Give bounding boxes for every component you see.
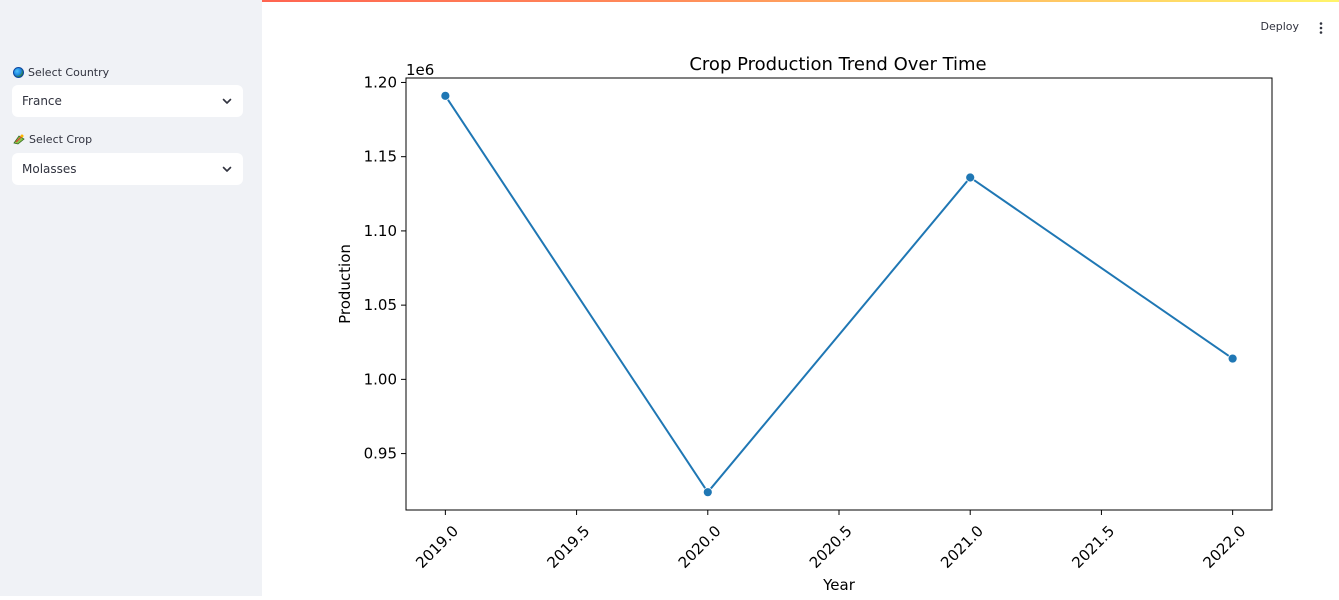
x-axis-label: Year (822, 576, 856, 594)
x-tick-label: 2022.0 (1200, 522, 1250, 572)
y-tick-label: 0.95 (364, 445, 397, 463)
top-decoration-stripe (0, 0, 1339, 2)
sidebar: Select Country France Select Crop Molass… (0, 0, 262, 596)
y-tick-label: 1.05 (364, 296, 397, 314)
x-axis: 2019.0 2019.5 2020.0 2020.5 2021.0 2021.5 2022… (412, 510, 1249, 572)
country-select-value: France (22, 94, 62, 108)
more-options-icon[interactable] (1317, 21, 1325, 35)
production-line-chart: Crop Production Trend Over Time 1e6 0.95… (336, 54, 1273, 594)
country-select[interactable]: France (12, 85, 243, 117)
y-tick-label: 1.00 (364, 370, 397, 388)
country-label-text: Select Country (28, 66, 110, 79)
chart-container: Crop Production Trend Over Time 1e6 0.95… (330, 48, 1290, 596)
y-tick-label: 1.10 (364, 222, 397, 240)
y-tick-label: 1.20 (364, 73, 397, 91)
crop-select-value: Molasses (22, 162, 77, 176)
x-tick-label: 2020.0 (675, 522, 725, 572)
chevron-down-icon (222, 98, 232, 104)
y-offset-label: 1e6 (406, 61, 434, 79)
data-point (1227, 353, 1238, 364)
globe-icon (13, 67, 24, 78)
crop-select[interactable]: Molasses (12, 153, 243, 185)
y-axis: 0.95 1.00 1.05 1.10 1.15 1.20 (364, 73, 406, 463)
production-series-line (444, 95, 1234, 494)
data-point (965, 172, 976, 183)
y-axis-label: Production (336, 244, 354, 324)
crop-label-text: Select Crop (29, 133, 93, 146)
x-tick-label: 2019.0 (412, 522, 462, 572)
country-label: Select Country (13, 66, 109, 79)
x-tick-label: 2021.0 (937, 522, 987, 572)
x-tick-label: 2020.5 (806, 522, 856, 572)
data-point (702, 487, 713, 498)
crop-label: Select Crop (13, 133, 92, 146)
plot-area-frame (405, 77, 1273, 511)
crop-icon (13, 134, 25, 145)
y-tick-label: 1.15 (364, 148, 397, 166)
chevron-down-icon (222, 166, 232, 172)
data-points (440, 90, 1238, 498)
data-point (440, 90, 451, 101)
x-tick-label: 2019.5 (543, 522, 593, 572)
deploy-button[interactable]: Deploy (1260, 20, 1299, 33)
chart-title: Crop Production Trend Over Time (689, 54, 986, 75)
x-tick-label: 2021.5 (1068, 522, 1118, 572)
